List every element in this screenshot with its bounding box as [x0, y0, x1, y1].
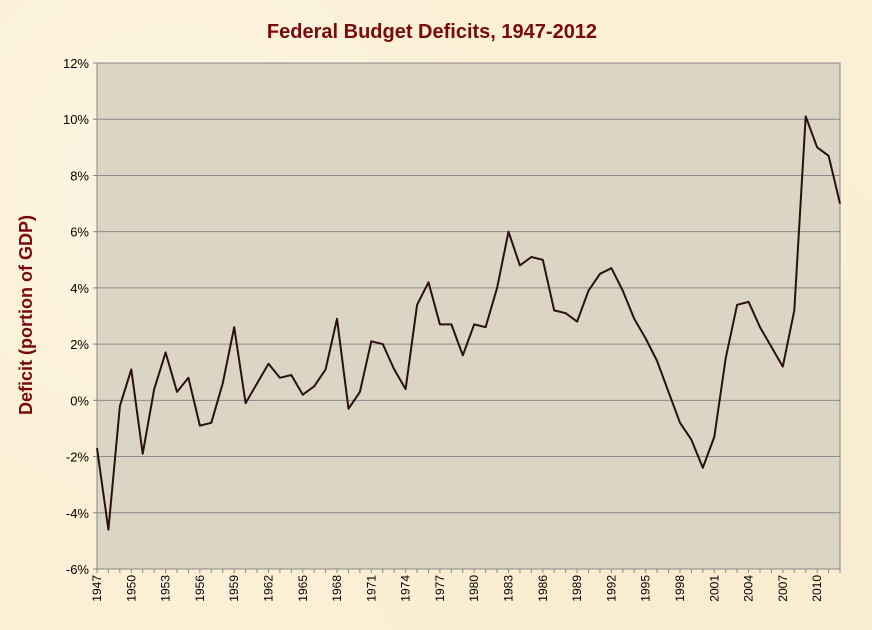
x-tick-label: 1974	[399, 575, 413, 602]
x-tick-label: 1971	[364, 575, 378, 602]
x-tick-label: 1947	[90, 575, 104, 602]
gridlines	[97, 118, 840, 514]
x-tick-label: 1989	[570, 575, 584, 602]
x-tick-labels: 1947 1950 1953 1956 1959 1962 1965 1968 1971 1974…	[90, 569, 841, 602]
y-axis-label: Deficit (portion of GDP)	[16, 215, 36, 415]
x-tick-label: 1965	[296, 575, 310, 602]
y-tick-label: 4%	[70, 281, 89, 296]
y-tick-label: 6%	[70, 225, 89, 240]
x-tick-label: 1950	[124, 575, 138, 602]
x-tick-label: 1959	[227, 575, 241, 602]
x-tick-label: 1962	[261, 575, 275, 602]
x-tick-label: 2007	[776, 575, 790, 602]
y-tick-label: 8%	[70, 168, 89, 183]
y-tick-label: -6%	[66, 562, 90, 577]
y-tick-label: -4%	[66, 506, 90, 521]
y-tick-label: 10%	[63, 112, 89, 127]
x-tick-label: 1986	[536, 575, 550, 602]
plot-area	[96, 62, 841, 570]
y-tick-labels: 12% 10% 8% 6% 4% 2% 0% -2% -4% -6%	[63, 56, 97, 577]
y-tick-label: 12%	[63, 56, 89, 71]
x-tick-label: 1992	[604, 575, 618, 602]
x-tick-label: 2010	[810, 575, 824, 602]
x-tick-label: 1995	[639, 575, 653, 602]
x-tick-label: 1968	[330, 575, 344, 602]
y-tick-label: 2%	[70, 337, 89, 352]
x-tick-label: 2001	[707, 575, 721, 602]
x-tick-label: 1956	[193, 575, 207, 602]
x-tick-label: 1983	[502, 575, 516, 602]
x-tick-label: 1998	[673, 575, 687, 602]
chart-title: Federal Budget Deficits, 1947-2012	[267, 21, 597, 43]
y-tick-label: 0%	[70, 393, 89, 408]
x-tick-label: 2004	[742, 575, 756, 602]
y-tick-label: -2%	[66, 450, 90, 465]
x-tick-label: 1980	[467, 575, 481, 602]
x-tick-label: 1953	[159, 575, 173, 602]
deficit-series-line	[96, 115, 841, 531]
x-tick-label: 1977	[433, 575, 447, 602]
